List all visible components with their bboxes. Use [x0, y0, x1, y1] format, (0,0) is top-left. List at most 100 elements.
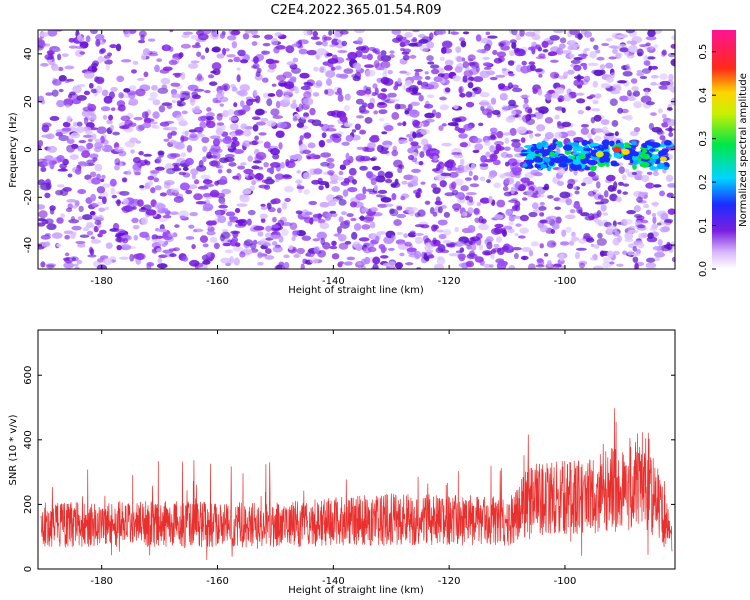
- heatmap-cell: [557, 95, 565, 102]
- heatmap-cell: [573, 56, 583, 61]
- heatmap-cell: [120, 59, 132, 63]
- heatmap-cell: [645, 182, 655, 189]
- heatmap-cell: [482, 56, 490, 60]
- heatmap-cell: [575, 247, 587, 251]
- heatmap-cell: [377, 101, 386, 106]
- heatmap-cell: [185, 189, 193, 195]
- heatmap-cell: [55, 189, 64, 196]
- heatmap-cell: [434, 174, 446, 181]
- heatmap-cell: [343, 122, 353, 127]
- heatmap-cell: [611, 120, 619, 127]
- heatmap-cell: [89, 210, 96, 216]
- heatmap-y-tick-label: 20: [23, 95, 34, 108]
- heatmap-cell: [650, 112, 657, 116]
- heatmap-cell: [180, 136, 189, 142]
- snr-y-tick-label: 400: [23, 430, 34, 449]
- heatmap-cell: [182, 256, 189, 262]
- heatmap-signal-cell: [650, 142, 661, 148]
- heatmap-cell: [310, 152, 317, 160]
- heatmap-cell: [433, 224, 439, 230]
- heatmap-cell: [90, 193, 97, 202]
- heatmap-cell: [580, 62, 587, 67]
- heatmap-cell: [321, 40, 328, 47]
- heatmap-cell: [260, 203, 266, 207]
- heatmap-cell: [364, 117, 373, 124]
- heatmap-cell: [412, 37, 418, 42]
- heatmap-cell: [437, 219, 448, 226]
- heatmap-cell: [592, 80, 599, 88]
- heatmap-cell: [412, 131, 417, 139]
- heatmap-cell: [561, 107, 566, 114]
- heatmap-cell: [207, 74, 215, 79]
- heatmap-cell: [321, 132, 327, 139]
- heatmap-cell: [610, 72, 616, 79]
- heatmap-cell: [517, 235, 526, 239]
- heatmap-cell: [631, 36, 643, 44]
- heatmap-cell: [511, 87, 523, 93]
- heatmap-cell: [169, 211, 179, 216]
- heatmap-cell: [509, 127, 517, 136]
- heatmap-cell: [156, 263, 168, 269]
- heatmap-cell: [252, 63, 260, 69]
- heatmap-cell: [239, 59, 249, 64]
- heatmap-cell: [547, 51, 555, 57]
- heatmap-cell: [38, 95, 45, 103]
- heatmap-cell: [141, 111, 149, 119]
- heatmap-cell: [142, 48, 151, 56]
- heatmap-cell: [549, 59, 559, 63]
- heatmap-cell: [479, 244, 484, 251]
- heatmap-cell: [277, 219, 285, 227]
- heatmap-cell: [261, 179, 267, 183]
- heatmap-cell: [470, 242, 477, 251]
- heatmap-cell: [206, 107, 212, 112]
- heatmap-cell: [589, 94, 596, 98]
- heatmap-cell: [116, 75, 125, 83]
- heatmap-cell: [342, 189, 349, 197]
- heatmap-cell: [441, 142, 452, 147]
- colorbar-tick-label: 0.5: [698, 44, 709, 60]
- heatmap-cell: [309, 107, 316, 116]
- heatmap-cell: [606, 250, 614, 258]
- heatmap-cell: [618, 181, 624, 186]
- heatmap-cell: [188, 184, 198, 190]
- heatmap-cell: [569, 53, 575, 58]
- heatmap-cell: [371, 91, 377, 97]
- heatmap-cell: [579, 262, 586, 269]
- heatmap-cell: [158, 105, 166, 113]
- heatmap-cell: [346, 213, 354, 218]
- heatmap-cell: [105, 242, 113, 249]
- heatmap-cell: [535, 264, 545, 268]
- heatmap-cell: [347, 186, 358, 193]
- heatmap-cell: [578, 238, 587, 244]
- heatmap-cell: [557, 167, 566, 176]
- heatmap-cell: [405, 262, 414, 266]
- heatmap-cell: [504, 161, 510, 167]
- heatmap-cell: [554, 106, 564, 111]
- heatmap-cell: [325, 212, 333, 219]
- heatmap-cell: [189, 212, 199, 217]
- heatmap-signal-cell: [605, 163, 610, 167]
- heatmap-cell: [60, 213, 65, 219]
- heatmap-y-axis: 40 20 0 -20 -40: [23, 48, 675, 253]
- heatmap-cell: [168, 248, 177, 252]
- heatmap-panel: -180 -160 -140 -120 -100 40 20 0 -20 -40 Height …: [8, 29, 676, 296]
- heatmap-cell: [225, 48, 230, 52]
- heatmap-cell: [179, 182, 190, 191]
- heatmap-x-tick-label: -180: [90, 276, 113, 287]
- heatmap-cell: [580, 127, 589, 135]
- heatmap-cell: [649, 227, 658, 231]
- heatmap-cell: [270, 234, 281, 240]
- heatmap-cell: [202, 203, 214, 211]
- heatmap-cell: [599, 250, 605, 257]
- heatmap-cell: [338, 216, 344, 223]
- heatmap-cell: [45, 92, 53, 96]
- heatmap-cell: [65, 104, 71, 108]
- heatmap-cell: [384, 171, 394, 179]
- heatmap-cell: [263, 184, 271, 190]
- heatmap-cell: [115, 234, 121, 238]
- heatmap-cell: [393, 219, 402, 226]
- heatmap-cell: [285, 45, 295, 54]
- heatmap-cell: [367, 246, 377, 253]
- heatmap-cell: [627, 96, 636, 101]
- heatmap-cell: [331, 253, 340, 260]
